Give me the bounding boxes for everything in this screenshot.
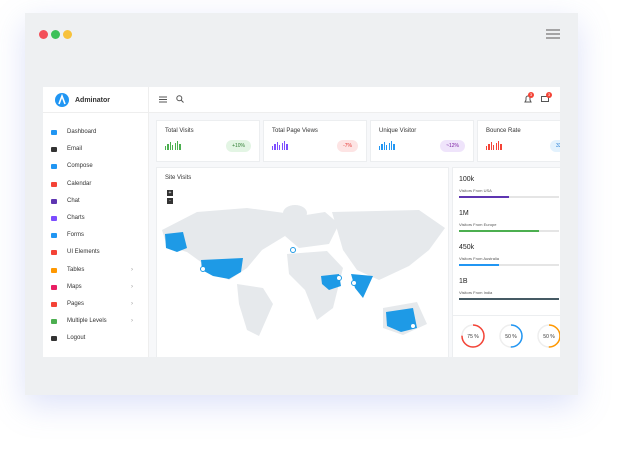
menu-icon: [51, 302, 57, 307]
gauge-arc: [461, 324, 485, 348]
change-pill: 33%: [549, 140, 560, 152]
menu-icon: [51, 319, 57, 325]
stat-label: Visitors From Australia: [459, 256, 499, 261]
search-icon[interactable]: [176, 95, 184, 103]
card-title: Total Visits: [165, 128, 194, 134]
change-pill: +10%: [226, 140, 251, 152]
map-panel: Site Visits + -: [156, 167, 449, 357]
menu-icon: [51, 198, 57, 204]
menu-icon: [51, 216, 57, 221]
stat-card: Unique Visitor ~12%: [370, 120, 474, 162]
badge: 3: [528, 92, 534, 98]
stat-value: 100k: [459, 176, 475, 183]
progress-bar: [459, 230, 539, 232]
menu-item[interactable]: Pages: [67, 301, 85, 307]
maximize-dot[interactable]: [51, 30, 60, 39]
brand: Adminator: [75, 97, 110, 104]
chevron: ›: [131, 266, 133, 273]
logo: [55, 93, 69, 107]
gauge-arc: [499, 324, 523, 348]
map-title: Site Visits: [165, 175, 192, 181]
menu-icon: [51, 130, 57, 135]
menu-item[interactable]: Chat: [67, 197, 80, 204]
gauge-label: 75 %: [467, 334, 479, 340]
chevron: ›: [131, 301, 133, 307]
gauges-panel: 75 % 50 % 50 %: [452, 315, 560, 357]
menu-icon[interactable]: [545, 28, 561, 40]
card-title: Bounce Rate: [486, 128, 521, 134]
stat-card: Bounce Rate 33%: [477, 120, 560, 162]
change-pill: -7%: [337, 140, 358, 152]
gauges: 75 % 50 % 50 %: [461, 324, 560, 348]
menu-icon: [51, 250, 57, 256]
chevron: ›: [131, 283, 133, 290]
stats-panel: 100k Visitors From USA 1M Visitors From Eur…: [452, 167, 560, 319]
progress-bar: [459, 298, 559, 300]
menu-icon: [51, 233, 57, 239]
mail-icon[interactable]: [541, 95, 549, 103]
gauge-label: 50 %: [505, 334, 517, 340]
progress-track: [459, 298, 559, 300]
card-title: Total Page Views: [272, 128, 318, 134]
stat-label: Visitors From USA: [459, 188, 492, 193]
stat-card: Total Page Views -7%: [263, 120, 367, 162]
menu-item[interactable]: Email: [67, 146, 83, 153]
topbar: 3 3: [149, 87, 560, 113]
close-dot[interactable]: [39, 30, 48, 39]
minimize-dot[interactable]: [63, 30, 72, 39]
gauge-arc: [537, 324, 560, 348]
menu-item[interactable]: Maps: [67, 283, 82, 290]
zoom-in[interactable]: +: [167, 190, 173, 196]
stat-value: 1M: [459, 210, 469, 217]
progress-bar: [459, 196, 509, 198]
menu-item[interactable]: Logout: [67, 335, 86, 342]
stat-value: 450k: [459, 244, 475, 251]
stat-label: Visitors From India: [459, 290, 493, 295]
menu-icon: [51, 267, 57, 273]
menu-item[interactable]: Forms: [67, 232, 84, 239]
menu-icon: [51, 147, 57, 153]
menu-icon: [51, 164, 57, 170]
world-map: [162, 205, 445, 336]
menu-item[interactable]: UI Elements: [67, 249, 100, 256]
menu-item[interactable]: Dashboard: [67, 129, 97, 135]
app: Adminator Dashboard Email Compose Calendar C…: [43, 87, 560, 357]
menu-item[interactable]: Charts: [67, 215, 85, 221]
menu-item[interactable]: Multiple Levels: [67, 318, 107, 325]
menu-item[interactable]: Tables: [67, 266, 85, 273]
menu-item[interactable]: Calendar: [67, 180, 92, 187]
toggle-icon[interactable]: [159, 96, 167, 103]
progress-track: [459, 264, 559, 266]
card-title: Unique Visitor: [379, 128, 417, 134]
progress-bar: [459, 264, 499, 266]
menu-item[interactable]: Compose: [67, 163, 93, 170]
progress-track: [459, 196, 559, 198]
badge: 3: [546, 92, 552, 98]
chevron: ›: [131, 318, 133, 325]
change-pill: ~12%: [440, 140, 465, 152]
menu-icon: [51, 181, 57, 187]
stat-card: Total Visits +10%: [156, 120, 260, 162]
stat-label: Visitors From Europe: [459, 222, 497, 227]
menu-icon: [51, 336, 57, 342]
sidebar: Adminator Dashboard Email Compose Calendar C…: [43, 87, 149, 357]
progress-track: [459, 230, 559, 232]
zoom-out[interactable]: -: [167, 198, 173, 204]
stat-value: 1B: [459, 278, 468, 285]
menu-icon: [51, 284, 57, 290]
gauge-label: 50 %: [543, 334, 555, 340]
